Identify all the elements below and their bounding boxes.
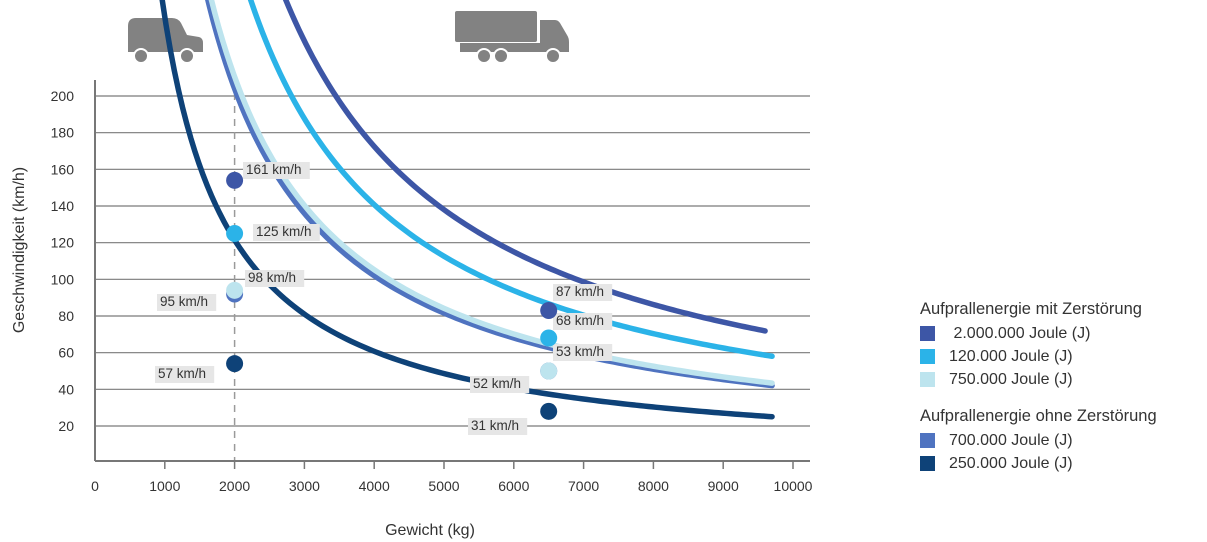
x-tick-label: 0 xyxy=(91,478,99,494)
legend-swatch xyxy=(920,433,935,448)
x-tick-label: 3000 xyxy=(289,478,320,494)
legend-item: 750.000 Joule (J) xyxy=(920,368,1157,391)
data-label-box xyxy=(253,224,320,241)
y-tick-labels: 20 40 60 80 100 120 140 160 180 200 xyxy=(51,88,75,434)
legend-group-title: Aufprallenergie mit Zerstörung xyxy=(920,300,1142,318)
data-label-box xyxy=(243,162,310,179)
data-label-box xyxy=(155,366,215,383)
series-marker xyxy=(540,362,558,380)
series-marker xyxy=(226,281,244,299)
data-label: 52 km/h xyxy=(473,376,521,391)
data-label-box xyxy=(553,284,613,301)
legend-label: 120.000 Joule (J) xyxy=(949,347,1073,365)
x-tick-label: 7000 xyxy=(568,478,599,494)
legend-item: 120.000 Joule (J) xyxy=(920,345,1157,368)
data-label-box xyxy=(553,344,613,361)
legend-item: 250.000 Joule (J) xyxy=(920,452,1157,475)
data-labels: 161 km/h 87 km/h 125 km/h 68 km/h 98 km/h 53 … xyxy=(155,162,613,435)
series-marker xyxy=(540,302,558,319)
x-tick-label: 2000 xyxy=(219,478,250,494)
y-tick-label: 80 xyxy=(58,308,74,324)
legend-swatch xyxy=(920,349,935,364)
series-line xyxy=(247,0,775,360)
x-tick-label: 5000 xyxy=(428,478,459,494)
x-tick-label: 4000 xyxy=(359,478,390,494)
y-tick-label: 20 xyxy=(58,418,74,434)
y-tick-label: 160 xyxy=(51,161,75,177)
series-line xyxy=(282,0,768,334)
y-tick-label: 180 xyxy=(51,125,75,141)
x-tick-label: 1000 xyxy=(149,478,180,494)
legend-group-title: Aufprallenergie ohne Zerstörung xyxy=(920,407,1157,425)
legend-label: 2.000.000 Joule (J) xyxy=(949,324,1091,342)
y-tick-label: 100 xyxy=(51,271,75,287)
y-tick-label: 40 xyxy=(58,381,74,397)
x-tick-label: 10000 xyxy=(774,478,813,494)
data-label: 53 km/h xyxy=(556,344,604,359)
legend-label: 750.000 Joule (J) xyxy=(949,370,1073,388)
series-curves xyxy=(159,0,775,420)
series-line xyxy=(159,0,775,420)
data-label: 95 km/h xyxy=(160,294,208,309)
series-marker xyxy=(226,355,244,373)
data-label: 31 km/h xyxy=(471,418,519,433)
legend-label: 700.000 Joule (J) xyxy=(949,431,1073,449)
x-tick-label: 9000 xyxy=(708,478,739,494)
data-label-box xyxy=(468,418,528,435)
y-tick-label: 200 xyxy=(51,88,75,104)
y-tick-label: 140 xyxy=(51,198,75,214)
axes xyxy=(94,80,810,462)
truck-icon xyxy=(455,11,569,64)
data-label: 87 km/h xyxy=(556,284,604,299)
data-label: 125 km/h xyxy=(256,224,312,239)
data-label-box xyxy=(245,270,305,287)
series-marker xyxy=(226,171,244,189)
x-tick-labels: 0 1000 2000 3000 4000 5000 6000 7000 8000 9000 100… xyxy=(91,461,813,494)
series-line xyxy=(205,0,775,389)
data-label: 161 km/h xyxy=(246,162,302,177)
legend-swatch xyxy=(920,456,935,471)
y-tick-label: 120 xyxy=(51,235,75,251)
series-markers xyxy=(226,171,558,420)
data-label-box xyxy=(157,294,217,311)
legend-swatch xyxy=(920,372,935,387)
legend-swatch xyxy=(920,326,935,341)
series-marker xyxy=(540,329,558,347)
x-axis-label: Gewicht (kg) xyxy=(385,522,475,539)
x-tick-label: 8000 xyxy=(638,478,669,494)
x-tick-label: 6000 xyxy=(498,478,529,494)
series-line xyxy=(208,0,775,386)
legend: Aufprallenergie mit Zerstörung 2.000.000… xyxy=(920,296,1157,475)
legend-label: 250.000 Joule (J) xyxy=(949,454,1073,472)
legend-item: 2.000.000 Joule (J) xyxy=(920,322,1157,345)
y-axis-label: Geschwindigkeit (km/h) xyxy=(11,167,28,333)
data-label: 98 km/h xyxy=(248,270,296,285)
y-tick-label: 60 xyxy=(58,345,74,361)
legend-item: 700.000 Joule (J) xyxy=(920,429,1157,452)
data-label-box xyxy=(470,376,530,393)
data-label-box xyxy=(553,313,613,330)
data-label: 68 km/h xyxy=(556,313,604,328)
data-label: 57 km/h xyxy=(158,366,206,381)
series-marker xyxy=(226,225,244,242)
series-marker xyxy=(540,402,558,420)
